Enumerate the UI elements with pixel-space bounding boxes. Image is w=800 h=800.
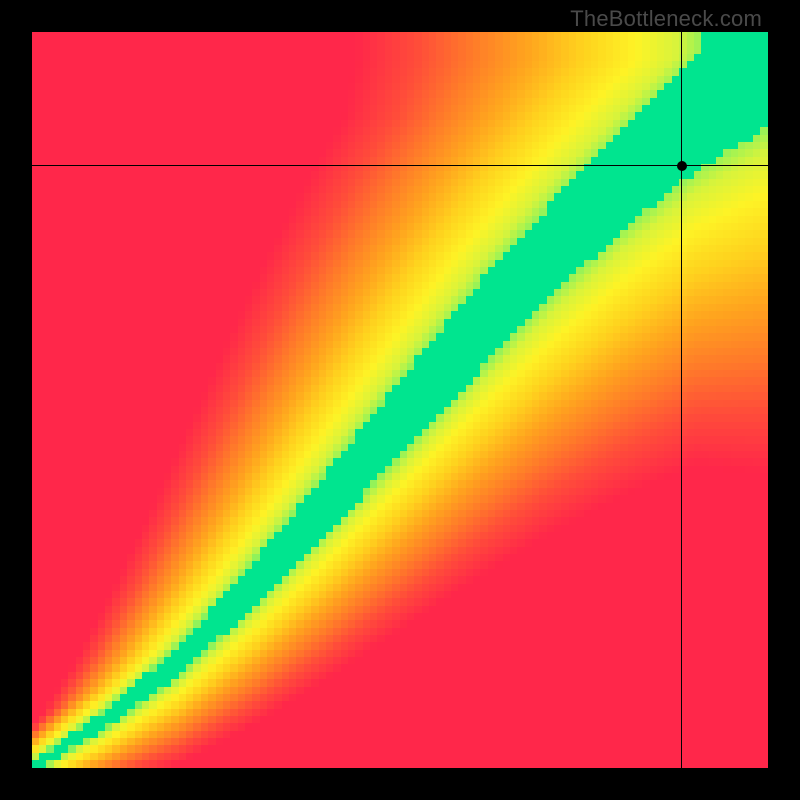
crosshair-vertical	[681, 32, 682, 768]
watermark-text: TheBottleneck.com	[570, 6, 762, 32]
crosshair-horizontal	[32, 165, 768, 166]
marker-point	[677, 161, 687, 171]
bottleneck-heatmap	[32, 32, 768, 768]
